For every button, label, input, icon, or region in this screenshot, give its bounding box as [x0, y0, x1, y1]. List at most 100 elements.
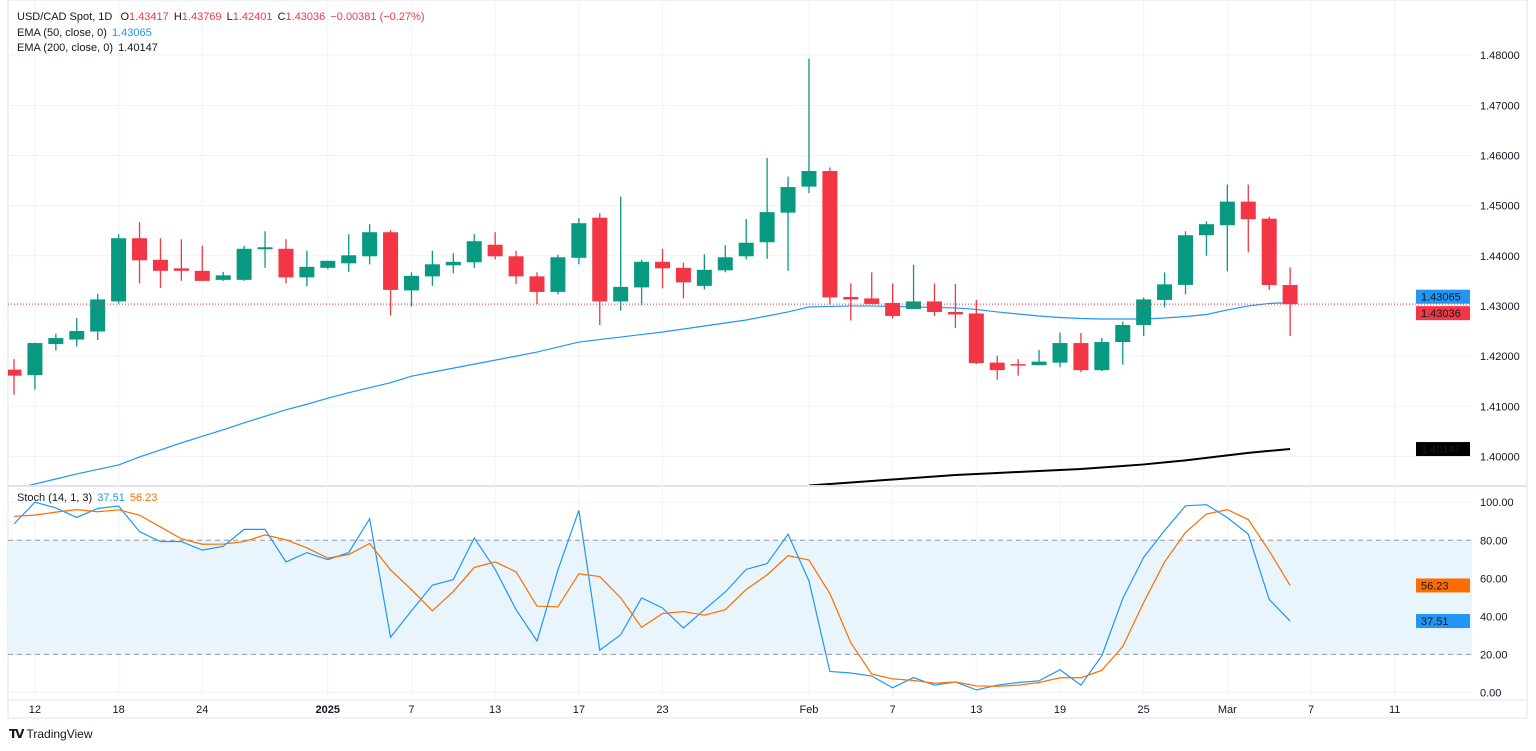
candle-body [132, 238, 148, 261]
ema50-legend[interactable]: EMA (50, close, 0) 1.43065 [17, 27, 154, 39]
price-axis-label: 1.45000 [1480, 201, 1520, 213]
candle-body [1094, 342, 1110, 371]
candle [759, 157, 775, 259]
candle [592, 213, 608, 326]
stoch-d-value: 56.23 [129, 492, 158, 504]
candle-body [341, 255, 357, 264]
candle-body [48, 338, 64, 345]
candle-body [173, 268, 189, 271]
close-value: 1.43036 [285, 11, 326, 23]
stoch-label: Stoch (14, 1, 3) [17, 492, 93, 504]
candle [613, 196, 629, 311]
candle [1198, 221, 1214, 256]
candle-body [864, 298, 880, 304]
price-axis-label: 1.46000 [1480, 150, 1520, 162]
candle-body [1219, 201, 1235, 226]
candle-body [278, 248, 294, 278]
time-axis-label: Feb [799, 704, 818, 716]
candle-body [759, 212, 775, 243]
symbol-title: USD/CAD Spot, 1D [17, 11, 113, 23]
ema200-label: EMA (200, close, 0) [17, 42, 113, 54]
candle-body [1178, 235, 1194, 285]
candle [173, 239, 189, 281]
candle [278, 239, 294, 284]
candle-body [1073, 343, 1089, 371]
stoch-d-line [13, 509, 1291, 687]
time-axis-label: 23 [656, 704, 668, 716]
time-axis-label: 7 [890, 704, 896, 716]
price-axis-label: 1.43000 [1480, 301, 1520, 313]
candle-body [362, 232, 378, 257]
candle [299, 250, 315, 287]
ema50-label: EMA (50, close, 0) [17, 27, 107, 39]
candle [1157, 272, 1173, 308]
time-axis-label: 11 [1389, 704, 1400, 716]
ema50-price-badge: 1.43065 [1421, 292, 1461, 304]
candle [403, 272, 419, 307]
candle [885, 283, 901, 319]
candle [717, 245, 733, 273]
candle-body [1115, 325, 1131, 343]
candle [152, 238, 168, 288]
stoch-axis-label: 0.00 [1480, 687, 1501, 699]
candle [132, 222, 148, 284]
price-axis-label: 1.42000 [1480, 351, 1520, 363]
time-axis-label: 13 [970, 704, 982, 716]
stoch-d-badge-bg [1416, 578, 1470, 593]
stoch-band-fill [8, 540, 1472, 655]
candle-body [655, 261, 671, 269]
low-label: L [226, 11, 233, 23]
candle [1261, 216, 1277, 290]
candle [696, 254, 712, 290]
candle-body [383, 232, 399, 290]
candle [1073, 333, 1089, 373]
tradingview-logo[interactable]: TV TradingView [9, 727, 93, 741]
candle [27, 342, 43, 390]
candle [801, 58, 817, 194]
candle-body [1157, 284, 1173, 300]
candle-body [424, 264, 440, 277]
price-pane [8, 58, 1298, 485]
candle [968, 299, 984, 365]
candle-body [299, 266, 315, 278]
candle-body [466, 241, 482, 263]
candle [424, 250, 440, 286]
stoch-axis-label: 20.00 [1480, 649, 1508, 661]
candle-body [1282, 285, 1298, 305]
candle-body [738, 242, 754, 257]
candle-body [947, 311, 963, 315]
price-axis-label: 1.41000 [1480, 401, 1520, 413]
ema50-line [28, 302, 1291, 485]
time-axis-label: 18 [112, 704, 124, 716]
candle [529, 272, 545, 304]
ema200-line [808, 448, 1291, 485]
time-axis-label: 2025 [316, 704, 340, 716]
time-axis-label: 7 [408, 704, 414, 716]
candle [362, 224, 378, 265]
last-price-badge-bg [1416, 306, 1470, 321]
candle-body [634, 261, 650, 288]
ema200-legend[interactable]: EMA (200, close, 0) 1.40147 [17, 42, 160, 54]
candle-body [801, 171, 817, 187]
candle-body [780, 187, 796, 213]
candle-body [885, 302, 901, 316]
candle-body [571, 223, 587, 258]
tradingview-logo-text: TradingView [26, 727, 93, 741]
candle [111, 234, 127, 304]
candle-body [215, 275, 231, 280]
candle [1031, 350, 1047, 366]
candle-body [508, 256, 524, 277]
open-label: O [120, 11, 129, 23]
candle [1219, 184, 1235, 272]
candle [989, 355, 1005, 380]
stoch-legend[interactable]: Stoch (14, 1, 3) 37.51 56.23 [17, 492, 159, 504]
open-value: 1.43417 [129, 11, 169, 23]
candle-body [320, 260, 336, 268]
candle-body [1240, 201, 1256, 220]
time-axis-label: 25 [1138, 704, 1150, 716]
candle [194, 245, 210, 281]
candle-body [445, 261, 461, 266]
candle-body [257, 247, 273, 250]
candle-body [675, 267, 691, 283]
